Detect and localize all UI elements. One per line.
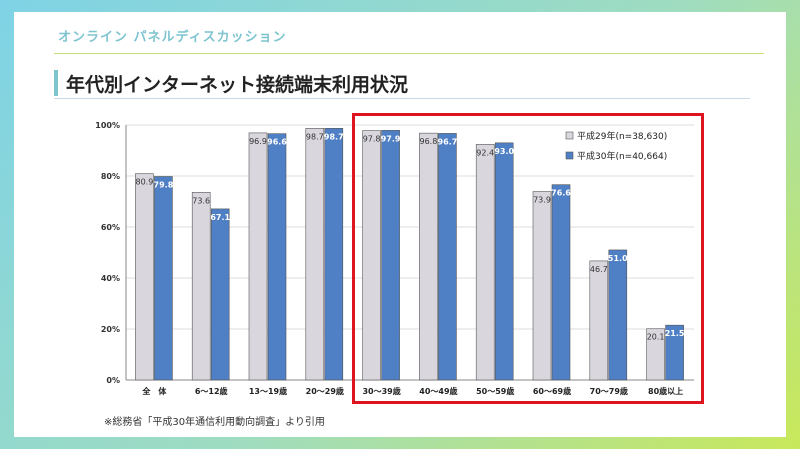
bar (551, 184, 571, 381)
data-label: 79.8 (154, 181, 174, 190)
x-tick-label: 80歳以上 (648, 386, 683, 396)
data-label: 21.5 (665, 329, 685, 338)
bar (589, 260, 609, 381)
highlight-box (352, 113, 704, 404)
title-accent-bar (54, 70, 58, 96)
y-tick-label: 60% (101, 223, 120, 232)
x-tick-label: 60～69歳 (533, 386, 571, 396)
title-divider (54, 98, 750, 99)
data-label: 67.1 (210, 213, 230, 222)
bar (665, 324, 684, 381)
x-tick-label: 50～59歳 (476, 386, 514, 396)
y-tick-label: 20% (101, 325, 120, 334)
data-label: 80.9 (135, 178, 153, 187)
data-label: 73.9 (533, 196, 551, 205)
page-title: 年代別インターネット接続端末利用状況 (66, 74, 409, 96)
bar (438, 133, 457, 381)
data-label: 46.7 (590, 265, 608, 274)
bar (646, 328, 665, 381)
bar (248, 132, 268, 381)
data-label: 96.8 (419, 137, 437, 146)
bar (191, 192, 211, 381)
bar (494, 142, 514, 381)
y-tick-label: 80% (101, 172, 120, 181)
x-tick-label: 全 体 (141, 386, 167, 396)
data-label: 93.0 (494, 147, 514, 156)
bar (324, 128, 344, 381)
data-label: 76.6 (551, 189, 571, 198)
bar (475, 144, 495, 381)
data-label: 51.0 (608, 254, 628, 263)
x-tick-label: 20～29歳 (306, 386, 344, 396)
bar (362, 130, 381, 381)
bar (210, 208, 230, 381)
legend-label: 平成30年(n=40,664) (577, 150, 667, 162)
bar (154, 176, 173, 381)
data-label: 96.7 (438, 137, 458, 146)
x-tick-label: 70～79歳 (590, 386, 628, 396)
data-label: 97.9 (381, 134, 401, 143)
data-label: 73.6 (192, 196, 210, 205)
x-tick-label: 13～19歳 (249, 386, 287, 396)
bar-chart: 0% 20% 40% 60% 80% 100% 80.9 79.8 全 体 73.667.1 6～1… (95, 121, 694, 396)
bar (608, 249, 628, 381)
bar (135, 173, 154, 381)
legend-label: 平成29年(n=38,630) (577, 130, 667, 142)
bar (419, 132, 438, 381)
legend-swatch (565, 151, 574, 160)
bar (381, 130, 400, 381)
data-label: 98.7 (324, 132, 344, 141)
data-label: 96.9 (249, 137, 267, 146)
x-tick-label: 40～49歳 (419, 386, 457, 396)
header-divider (54, 53, 764, 54)
data-label: 96.6 (267, 138, 287, 147)
footnote: ※総務省「平成30年通信利用動向調査」より引用 (104, 417, 325, 428)
y-tick-label: 0% (106, 376, 120, 385)
slide: オンライン パネルディスカッション 年代別インターネット接続端末利用状況 0% 2… (14, 12, 786, 437)
data-label: 97.8 (363, 135, 381, 144)
data-label: 20.1 (647, 333, 665, 342)
bar (305, 128, 325, 381)
data-label: 98.7 (306, 132, 324, 141)
bar (267, 133, 287, 381)
y-tick-label: 40% (101, 274, 120, 283)
x-tick-label: 6～12歳 (195, 386, 228, 396)
header-label: オンライン パネルディスカッション (58, 30, 287, 45)
y-tick-label: 100% (95, 121, 120, 130)
x-tick-label: 30～39歳 (362, 386, 400, 396)
legend-swatch (565, 131, 574, 140)
bar (532, 191, 552, 381)
data-label: 92.4 (476, 148, 494, 157)
